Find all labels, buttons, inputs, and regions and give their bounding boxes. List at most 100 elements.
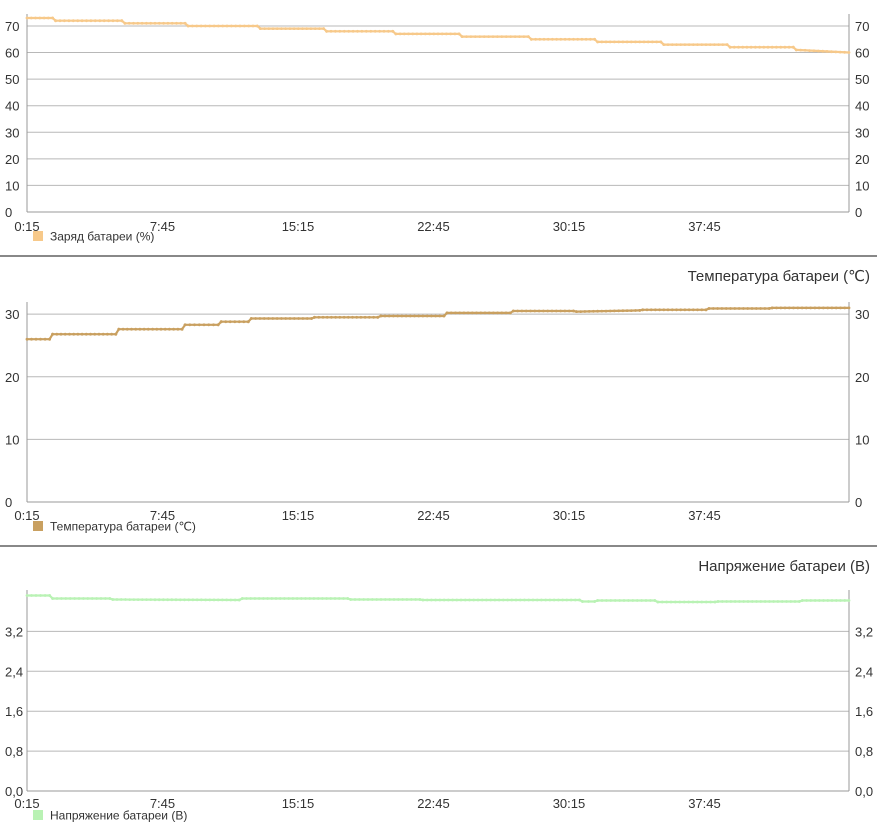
data-point bbox=[538, 37, 542, 41]
data-point bbox=[166, 598, 170, 602]
data-point bbox=[446, 598, 450, 602]
y-tick-label-left: 50 bbox=[5, 72, 19, 87]
data-point bbox=[489, 598, 493, 602]
data-point bbox=[325, 29, 328, 33]
data-point bbox=[504, 35, 508, 38]
data-point bbox=[799, 48, 803, 52]
data-point bbox=[596, 599, 599, 602]
data-point bbox=[442, 314, 446, 318]
data-point bbox=[409, 598, 413, 601]
data-point bbox=[392, 314, 395, 318]
data-point bbox=[415, 32, 419, 36]
data-point bbox=[631, 599, 635, 602]
data-point bbox=[67, 19, 71, 23]
data-point bbox=[367, 315, 371, 319]
data-point bbox=[266, 597, 269, 600]
data-point bbox=[557, 598, 560, 602]
data-point bbox=[237, 598, 241, 602]
data-point bbox=[63, 19, 66, 23]
data-point bbox=[80, 332, 84, 336]
data-point bbox=[347, 29, 351, 33]
data-point bbox=[291, 597, 295, 600]
data-point bbox=[691, 43, 695, 46]
data-point bbox=[737, 307, 741, 310]
data-point bbox=[674, 600, 677, 604]
data-point bbox=[834, 50, 838, 54]
data-point bbox=[159, 327, 163, 331]
y-tick-label-left: 20 bbox=[5, 370, 19, 385]
data-point bbox=[533, 309, 537, 313]
data-point bbox=[270, 597, 274, 600]
y-tick-label-left: 20 bbox=[5, 152, 19, 167]
data-point bbox=[485, 598, 488, 602]
data-point bbox=[379, 598, 383, 601]
data-point bbox=[700, 43, 704, 46]
data-point bbox=[808, 49, 811, 52]
data-point bbox=[90, 597, 94, 600]
data-point bbox=[73, 597, 76, 600]
data-point bbox=[524, 309, 528, 313]
data-point bbox=[407, 32, 410, 36]
data-point bbox=[745, 45, 749, 49]
legend-swatch bbox=[33, 810, 43, 820]
data-point bbox=[359, 315, 363, 319]
data-point bbox=[417, 314, 421, 318]
data-point bbox=[193, 323, 196, 327]
data-point bbox=[554, 309, 558, 313]
data-point bbox=[696, 600, 699, 604]
data-point bbox=[425, 314, 429, 318]
data-point bbox=[453, 32, 457, 36]
legend-swatch bbox=[33, 521, 43, 531]
data-point bbox=[770, 45, 774, 49]
data-point bbox=[313, 315, 316, 319]
data-point bbox=[157, 21, 161, 25]
data-point bbox=[458, 311, 462, 315]
data-point bbox=[729, 307, 732, 310]
data-point bbox=[301, 317, 305, 320]
y-tick-label-left: 10 bbox=[5, 178, 19, 193]
data-point bbox=[803, 48, 807, 52]
data-point bbox=[207, 323, 211, 327]
data-point bbox=[593, 37, 596, 41]
data-point bbox=[683, 43, 687, 46]
data-point bbox=[770, 306, 774, 310]
chart-title: Температура батареи (℃) bbox=[688, 268, 870, 285]
data-point bbox=[608, 309, 612, 313]
data-point bbox=[134, 327, 138, 331]
series-markers bbox=[25, 306, 851, 341]
y-tick-label-left: 60 bbox=[5, 46, 19, 61]
data-point bbox=[107, 19, 110, 23]
data-point bbox=[587, 310, 591, 313]
data-point bbox=[72, 332, 76, 336]
data-point bbox=[89, 332, 92, 336]
data-point bbox=[89, 19, 93, 23]
data-point bbox=[95, 597, 98, 600]
data-point bbox=[373, 29, 377, 33]
data-point bbox=[366, 598, 370, 601]
data-point bbox=[199, 598, 203, 602]
data-point bbox=[400, 314, 404, 318]
data-point bbox=[334, 315, 337, 319]
data-point bbox=[383, 598, 387, 601]
data-point bbox=[634, 309, 637, 312]
series-line bbox=[27, 594, 849, 604]
data-point bbox=[750, 600, 754, 603]
data-point bbox=[487, 35, 490, 38]
data-point bbox=[826, 599, 830, 602]
data-point bbox=[375, 598, 379, 601]
chart-title: Напряжение батареи (В) bbox=[698, 558, 870, 575]
data-point bbox=[153, 21, 157, 25]
data-point bbox=[58, 19, 62, 23]
data-point bbox=[117, 327, 121, 331]
data-point bbox=[772, 600, 775, 603]
data-point bbox=[39, 594, 42, 597]
data-point bbox=[353, 598, 357, 601]
data-point bbox=[237, 320, 241, 324]
data-point bbox=[482, 35, 486, 38]
data-point bbox=[136, 21, 140, 25]
data-point bbox=[120, 19, 124, 23]
data-point bbox=[233, 598, 237, 602]
data-point bbox=[789, 600, 793, 603]
data-point bbox=[805, 599, 808, 602]
